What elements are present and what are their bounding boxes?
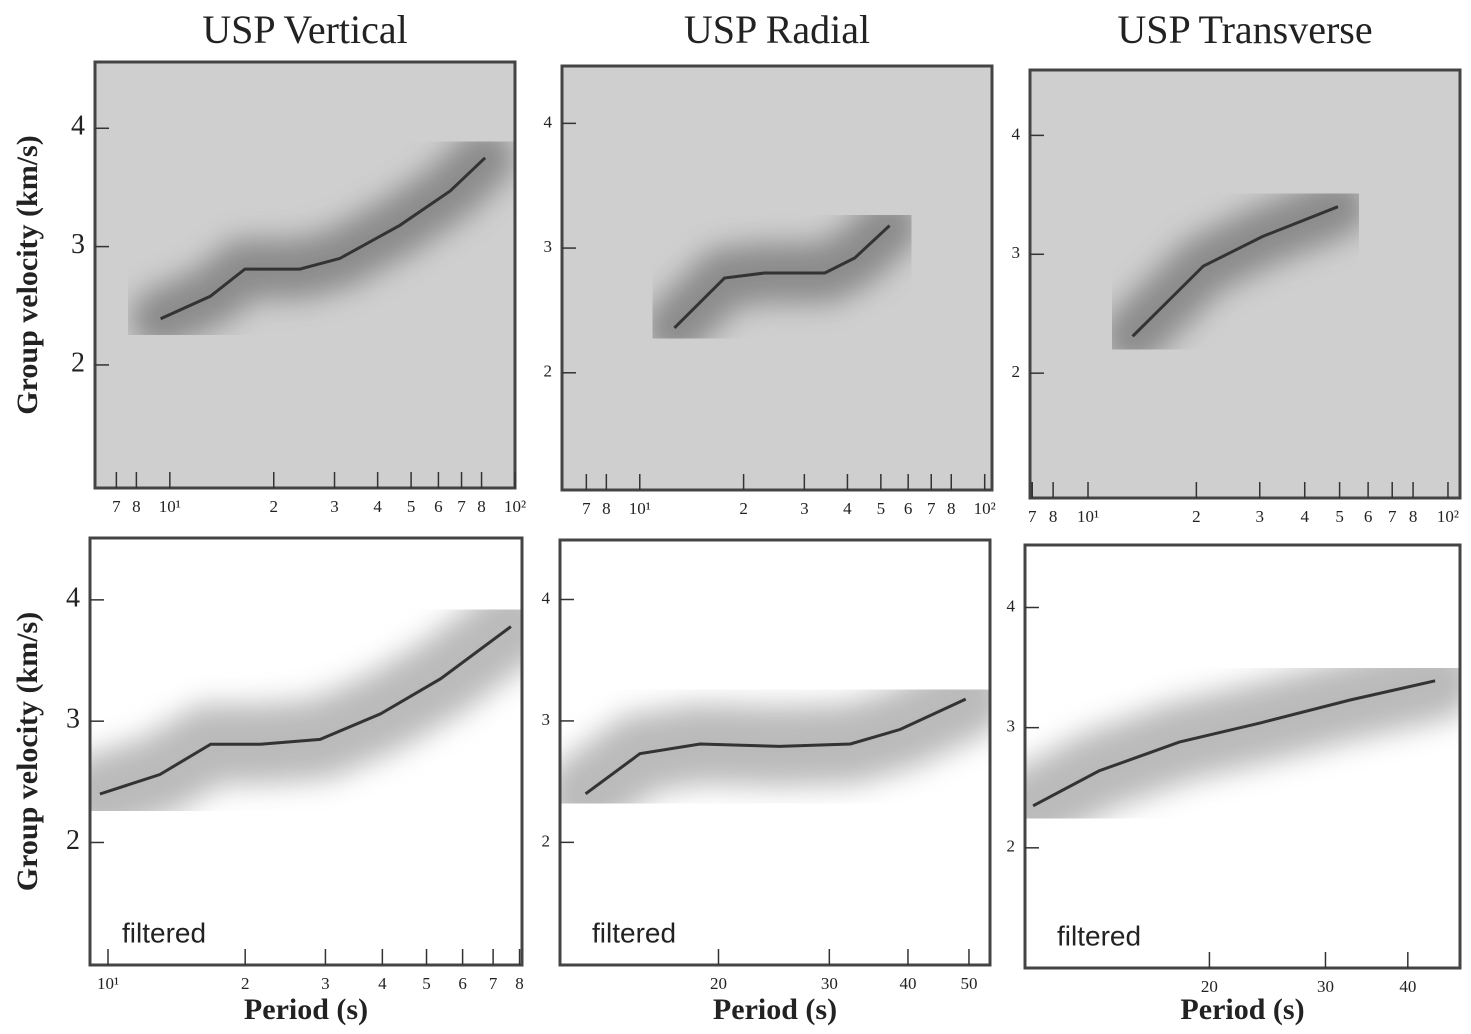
dispersion-curve (1032, 679, 1436, 808)
x-tick-label: 40 (1399, 977, 1416, 996)
plot-frame (560, 64, 994, 492)
y-tick-label: 4 (544, 112, 553, 131)
x-tick-label: 10¹ (97, 974, 119, 993)
plot-frame (1023, 543, 1462, 970)
x-tick-label: 7 (1028, 507, 1037, 526)
y-tick-label: 4 (66, 582, 80, 613)
x-tick-label: 20 (1201, 977, 1218, 996)
y-tick-label: 4 (71, 111, 85, 142)
y-axis-label: Group velocity (km/s) (11, 612, 44, 891)
plot-frame (1028, 68, 1462, 500)
x-tick-label: 4 (373, 497, 382, 516)
x-tick-label: 6 (434, 497, 443, 516)
plot-background (1030, 70, 1460, 498)
y-tick-label: 3 (66, 704, 80, 735)
x-tick-label: 2 (739, 499, 748, 518)
x-tick-label: 2 (1192, 507, 1201, 526)
x-tick-label: 8 (515, 974, 524, 993)
y-tick-label: 4 (1012, 124, 1021, 143)
panel (90, 538, 522, 965)
x-tick-label: 8 (602, 499, 611, 518)
annotation: filtered (592, 917, 676, 948)
x-tick-label: 8 (132, 497, 141, 516)
y-tick-label: 3 (1007, 717, 1016, 736)
dispersion-curve (99, 625, 512, 796)
x-tick-label: 6 (458, 974, 467, 993)
x-tick-label: 2 (241, 974, 250, 993)
panel-title: USP Vertical (202, 7, 408, 52)
x-tick-label: 3 (330, 497, 339, 516)
x-tick-label: 10² (974, 499, 996, 518)
panel (1030, 70, 1460, 498)
y-tick-label: 3 (1012, 243, 1021, 262)
y-tick-label: 2 (1007, 837, 1016, 856)
x-tick-label: 4 (1300, 507, 1309, 526)
x-tick-label: 4 (843, 499, 852, 518)
x-tick-label: 30 (821, 974, 838, 993)
panel (95, 62, 515, 488)
y-tick-label: 2 (66, 825, 80, 856)
x-tick-label: 7 (927, 499, 936, 518)
y-tick-label: 2 (544, 362, 553, 381)
y-tick-label: 2 (542, 831, 551, 850)
x-tick-label: 6 (1364, 507, 1373, 526)
x-tick-label: 20 (710, 974, 727, 993)
x-tick-label: 10² (504, 497, 526, 516)
dispersion-curve (159, 156, 487, 321)
panel-title: USP Radial (684, 7, 870, 52)
x-tick-label: 30 (1317, 977, 1334, 996)
x-tick-label: 4 (378, 974, 387, 993)
annotation: filtered (122, 917, 206, 948)
x-tick-label: 3 (800, 499, 809, 518)
y-tick-label: 4 (1007, 596, 1016, 615)
dispersion-curve (1131, 205, 1339, 338)
y-tick-label: 3 (542, 710, 551, 729)
x-tick-label: 10¹ (159, 497, 181, 516)
x-axis-label: Period (s) (244, 993, 368, 1026)
x-tick-label: 2 (269, 497, 278, 516)
x-tick-label: 3 (321, 974, 330, 993)
x-tick-label: 7 (582, 499, 591, 518)
panel (1025, 545, 1460, 968)
x-tick-label: 8 (477, 497, 486, 516)
y-tick-label: 4 (542, 588, 551, 607)
plot-frame (93, 60, 517, 490)
plot-frame (88, 536, 524, 967)
panel (562, 66, 992, 490)
x-axis-label: Period (s) (1180, 993, 1304, 1026)
y-tick-label: 3 (544, 237, 553, 256)
annotation: filtered (1057, 920, 1141, 951)
x-tick-label: 8 (1409, 507, 1418, 526)
plot-frame (558, 538, 992, 967)
y-tick-label: 3 (71, 229, 85, 260)
y-tick-label: 2 (71, 347, 85, 378)
x-tick-label: 10² (1437, 507, 1459, 526)
x-tick-label: 5 (407, 497, 416, 516)
x-tick-label: 3 (1256, 507, 1265, 526)
x-tick-label: 40 (899, 974, 916, 993)
x-tick-label: 50 (960, 974, 977, 993)
x-axis-label: Period (s) (713, 993, 837, 1026)
x-tick-label: 5 (877, 499, 886, 518)
x-tick-label: 7 (1388, 507, 1397, 526)
x-tick-label: 7 (457, 497, 466, 516)
x-tick-label: 8 (947, 499, 956, 518)
x-tick-label: 10¹ (629, 499, 651, 518)
x-tick-label: 5 (1335, 507, 1344, 526)
dispersion-curve (673, 224, 891, 329)
panel-title: USP Transverse (1117, 7, 1372, 52)
y-axis-label: Group velocity (km/s) (11, 135, 44, 414)
panel (560, 540, 990, 965)
x-tick-label: 10¹ (1077, 507, 1099, 526)
x-tick-label: 5 (422, 974, 431, 993)
y-tick-label: 2 (1012, 362, 1021, 381)
x-tick-label: 7 (112, 497, 121, 516)
x-tick-label: 8 (1049, 507, 1058, 526)
x-tick-label: 7 (489, 974, 498, 993)
x-tick-label: 6 (904, 499, 913, 518)
dispersion-curve (584, 697, 967, 796)
